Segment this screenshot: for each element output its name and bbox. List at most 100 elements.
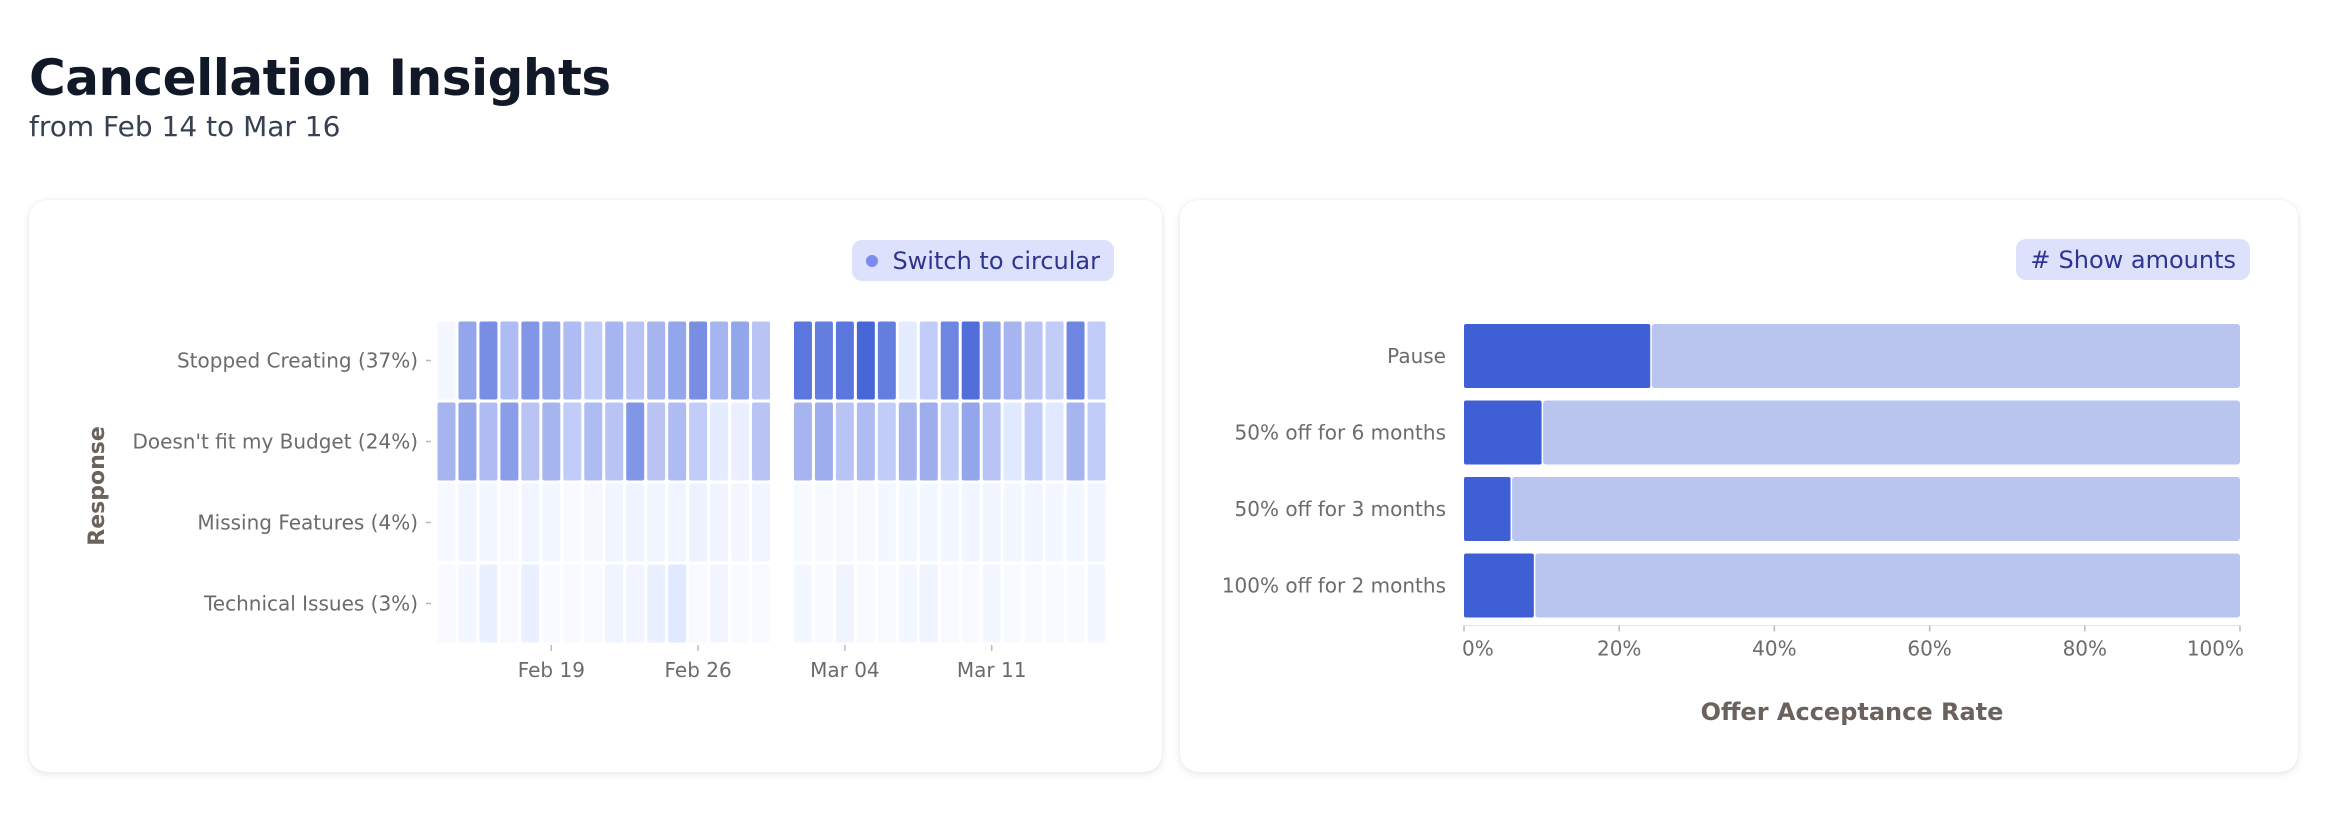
heatmap-cell xyxy=(856,483,875,562)
heatmap-cell xyxy=(479,402,498,481)
heatmap-cell xyxy=(752,321,770,400)
bar-category-label: 50% off for 6 months xyxy=(1235,421,1446,445)
heatmap-cell xyxy=(731,402,750,481)
switch-to-circular-button[interactable]: Switch to circular xyxy=(852,240,1114,281)
bar-remaining xyxy=(1651,324,2240,388)
heatmap-cell xyxy=(1066,564,1085,643)
heatmap-cell xyxy=(919,564,938,643)
heatmap-cell xyxy=(752,483,770,562)
heatmap-cell xyxy=(877,483,896,562)
dot-icon xyxy=(866,254,879,267)
heatmap-cell xyxy=(542,483,561,562)
heatmap-cell xyxy=(710,564,729,643)
heatmap-cell xyxy=(710,402,729,481)
heatmap-cell xyxy=(919,321,938,400)
heatmap-cell xyxy=(437,402,456,481)
heatmap-cell xyxy=(1045,402,1064,481)
heatmap-cell xyxy=(584,483,603,562)
heatmap-cell xyxy=(626,321,645,400)
heatmap-cell xyxy=(1024,321,1043,400)
heatmap-cell xyxy=(961,564,980,643)
heatmap-cell xyxy=(752,564,770,643)
heatmap-cell xyxy=(731,483,750,562)
heatmap-cell xyxy=(605,321,624,400)
show-amounts-button[interactable]: # Show amounts xyxy=(2016,239,2250,280)
heatmap-cell xyxy=(1066,402,1085,481)
heatmap-cell xyxy=(1003,321,1022,400)
x-tick-label: 100% xyxy=(2187,637,2244,661)
show-amounts-label: Show amounts xyxy=(2058,245,2237,274)
heatmap-cell xyxy=(458,321,477,400)
heatmap-cell xyxy=(542,402,561,481)
heatmap-cell xyxy=(500,321,519,400)
heatmap-cell xyxy=(626,564,645,643)
heatmap-cell xyxy=(814,483,833,562)
heatmap-cell xyxy=(563,402,582,481)
heatmap-cell xyxy=(479,321,498,400)
heatmap-cell xyxy=(668,402,687,481)
heatmap-cell xyxy=(856,321,875,400)
heatmap-cell xyxy=(1024,402,1043,481)
x-tick-label: 0% xyxy=(1462,637,1494,661)
x-tick-label: Feb 26 xyxy=(665,658,732,682)
row-label: Doesn't fit my Budget (24%) xyxy=(132,430,418,454)
heatmap-cell xyxy=(982,564,1001,643)
bar-accepted xyxy=(1464,324,1651,388)
x-axis-label: Offer Acceptance Rate xyxy=(1701,698,2004,726)
heatmap-cell xyxy=(814,564,833,643)
offer-acceptance-card: # Show amounts Pause 50% off for 6 months… xyxy=(1180,200,2298,772)
heatmap-cell xyxy=(1045,321,1064,400)
heatmap-cell xyxy=(835,564,854,643)
heatmap-cell xyxy=(793,402,812,481)
heatmap-cell xyxy=(1045,483,1064,562)
heatmap-cell xyxy=(835,483,854,562)
x-tick-label: Feb 19 xyxy=(518,658,585,682)
heatmap-cell xyxy=(668,564,687,643)
heatmap-cell xyxy=(689,321,708,400)
heatmap-cell xyxy=(982,321,1001,400)
heatmap-cell xyxy=(919,402,938,481)
heatmap-cell xyxy=(1045,564,1064,643)
heatmap-cell xyxy=(982,483,1001,562)
heatmap-cell xyxy=(877,402,896,481)
page-header: Cancellation Insights from Feb 14 to Mar… xyxy=(29,48,611,144)
x-tick-label: 40% xyxy=(1752,637,1796,661)
heatmap-cell xyxy=(982,402,1001,481)
heatmap-cell xyxy=(835,321,854,400)
cancellation-heatmap: Response Stopped Creating (37%) Doesn't fi… xyxy=(85,321,1106,682)
heatmap-cell xyxy=(521,483,540,562)
row-label: Technical Issues (3%) xyxy=(203,592,418,616)
heatmap-cell xyxy=(835,402,854,481)
bar-remaining xyxy=(1543,400,2240,465)
bar-accepted xyxy=(1464,477,1511,541)
heatmap-cell xyxy=(689,483,708,562)
heatmap-cell xyxy=(437,321,456,400)
heatmap-cell xyxy=(647,564,666,643)
heatmap-cell xyxy=(1066,483,1085,562)
heatmap-cell xyxy=(898,321,917,400)
bar-accepted xyxy=(1464,553,1534,618)
switch-to-circular-label: Switch to circular xyxy=(892,246,1100,275)
heatmap-cell xyxy=(437,564,456,643)
heatmap-cell xyxy=(500,483,519,562)
heatmap-cell xyxy=(961,321,980,400)
heatmap-cell xyxy=(458,564,477,643)
offer-acceptance-bar-chart: Pause 50% off for 6 months 50% off for 3 m… xyxy=(1222,324,2244,726)
heatmap-cell xyxy=(940,564,959,643)
heatmap-cell xyxy=(605,402,624,481)
heatmap-cell xyxy=(1003,564,1022,643)
heatmap-cell xyxy=(500,402,519,481)
heatmap-cell xyxy=(752,402,770,481)
heatmap-cell xyxy=(500,564,519,643)
bar-accepted xyxy=(1464,400,1542,465)
x-tick-label: Mar 11 xyxy=(957,658,1027,682)
heatmap-cell xyxy=(898,483,917,562)
x-tick-label: 20% xyxy=(1597,637,1641,661)
heatmap-cell xyxy=(1087,402,1106,481)
heatmap-cell xyxy=(437,483,456,562)
heatmap-cell xyxy=(793,564,812,643)
heatmap-cell xyxy=(919,483,938,562)
heatmap-cell xyxy=(1087,321,1106,400)
y-axis-label: Response xyxy=(85,426,110,546)
heatmap-cell xyxy=(961,483,980,562)
